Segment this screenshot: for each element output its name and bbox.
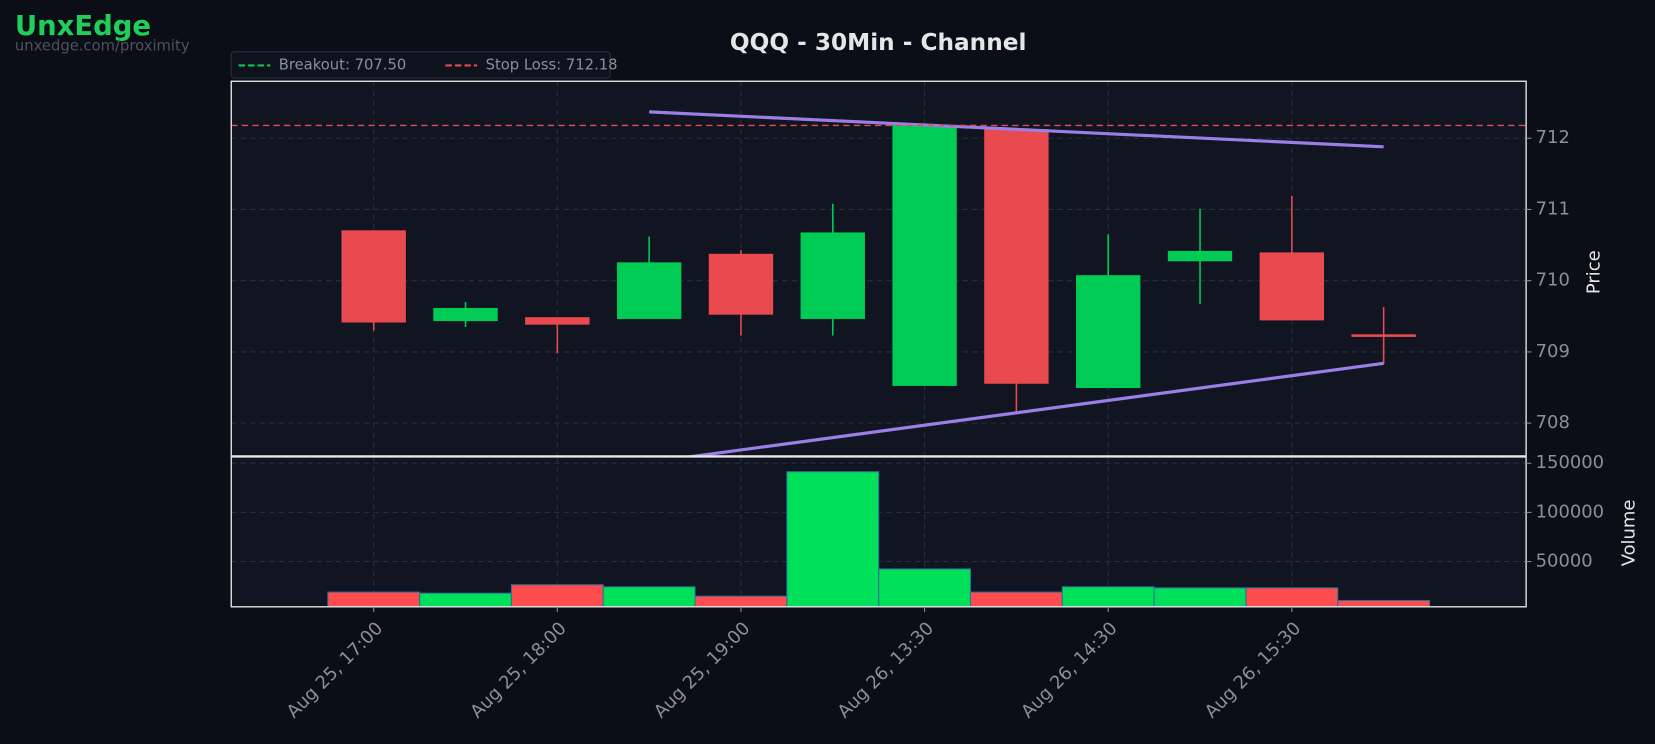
volume-bar [878,568,972,607]
channel-line [649,110,1384,149]
y-tick-label: 709 [1536,341,1570,362]
candle-body [1167,250,1233,262]
volume-bar [1153,587,1247,607]
candle-body [433,307,498,322]
volume-bar [510,584,604,607]
volume-bar [419,592,512,607]
legend-label: Stop Loss: 712.18 [486,56,618,73]
volume-tick-label: 50000 [1536,551,1593,572]
volume-tick-label: 100000 [1536,501,1604,522]
candle-body [341,230,406,323]
channel-line [684,361,1384,456]
volume-bar [327,591,421,607]
candle-body [892,124,957,386]
candle-body [708,253,774,315]
volume-bar [1061,586,1155,607]
y-tick-label: 712 [1536,127,1570,148]
y-tick-label: 710 [1536,270,1570,291]
volume-bar [969,591,1063,607]
candle-body [616,262,682,319]
candle-body [1259,252,1325,321]
legend [230,51,611,79]
price-frame [230,80,1527,457]
volume-axis-label: Volume [1619,500,1640,567]
volume-bar [786,471,880,607]
y-axis-label: Price [1584,250,1605,294]
brand-url: unxedge.com/proximity [15,37,190,54]
volume-bar [1245,587,1339,607]
price-panel [231,81,1527,456]
brand-name: UnxEdge [15,11,151,42]
candle-body [1351,334,1416,337]
volume-bar [1337,599,1431,607]
candle-body [800,232,865,319]
y-tick-label: 711 [1536,198,1570,219]
candle-body [984,129,1049,384]
candle-body [525,317,590,325]
legend-label: Breakout: 707.50 [279,56,407,73]
chart-title: QQQ - 30Min - Channel [730,29,1027,56]
y-tick-label: 708 [1536,412,1570,433]
volume-tick-label: 150000 [1536,452,1604,473]
volume-frame [230,456,1527,608]
volume-bar [602,586,696,607]
candle-body [1076,275,1141,389]
volume-bar [694,595,788,607]
